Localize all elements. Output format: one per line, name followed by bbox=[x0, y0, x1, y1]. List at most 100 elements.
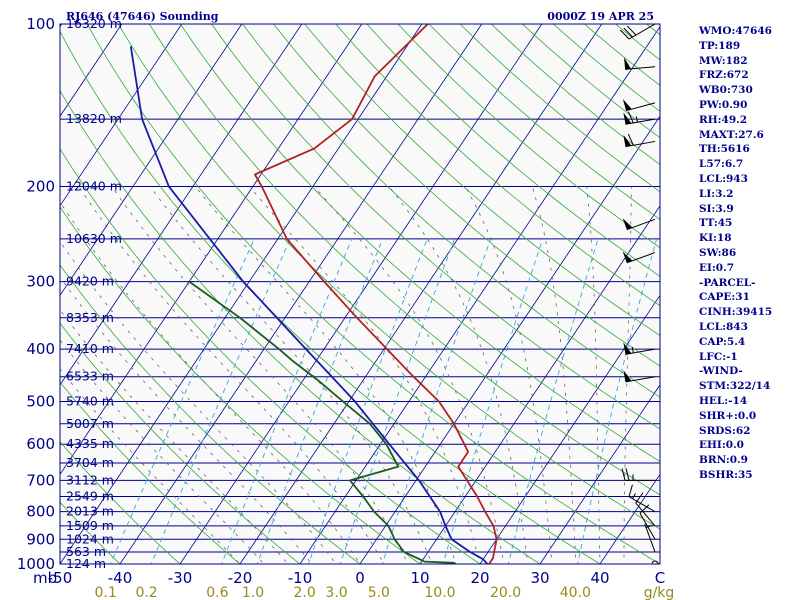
barb-pennant bbox=[622, 99, 632, 111]
index-line: SHR+:0.0 bbox=[699, 409, 757, 422]
barb-staff bbox=[625, 376, 656, 383]
barb-staff bbox=[628, 24, 656, 40]
pressure-tick-label: 1000 bbox=[17, 555, 55, 573]
temperature-tick-label: -50 bbox=[48, 569, 73, 587]
mixing-ratio-line bbox=[507, 238, 599, 564]
height-label: 563 m bbox=[66, 544, 106, 559]
dry-adiabat bbox=[117, 24, 660, 530]
barb-staff bbox=[625, 66, 656, 70]
temperature-tick-label: 20 bbox=[470, 569, 489, 587]
mixing-ratio-label: 1.0 bbox=[242, 585, 264, 600]
pressure-tick-label: 200 bbox=[26, 178, 55, 196]
moist-adiabat bbox=[60, 309, 289, 564]
wind-barbs bbox=[620, 24, 659, 564]
mixing-ratio-line bbox=[442, 238, 544, 564]
index-line: CAP:5.4 bbox=[699, 335, 746, 348]
dry-adiabat bbox=[179, 24, 660, 463]
index-line: L57:6.7 bbox=[699, 158, 744, 171]
dry-adiabat bbox=[335, 24, 660, 307]
index-line: -PARCEL- bbox=[699, 276, 756, 289]
height-label: 12040 m bbox=[66, 179, 122, 194]
dry-adiabat bbox=[366, 24, 660, 277]
index-line: TP:189 bbox=[699, 39, 741, 52]
height-label: 1024 m bbox=[66, 531, 114, 546]
barb-staff bbox=[628, 496, 656, 513]
pressure-tick-label: 600 bbox=[26, 435, 55, 453]
height-label: 2013 m bbox=[66, 504, 114, 519]
index-line: FRZ:672 bbox=[699, 69, 749, 82]
wind-barb bbox=[644, 523, 656, 553]
dry-adiabat bbox=[211, 24, 660, 430]
index-line: SI:3.9 bbox=[699, 202, 734, 215]
height-label: 1509 m bbox=[66, 518, 114, 533]
index-line: LCL:843 bbox=[699, 320, 748, 333]
mixing-ratio-label: 10.0 bbox=[424, 585, 455, 600]
mixing-ratio-label: 0.1 bbox=[95, 585, 117, 600]
isotherm-line bbox=[60, 24, 423, 564]
dry-adiabat bbox=[86, 24, 660, 564]
isotherm-line bbox=[60, 24, 123, 117]
mixing-ratio-label: 40.0 bbox=[560, 585, 591, 600]
pressure-tick-label: 700 bbox=[26, 471, 55, 489]
temperature-tick-label: 10 bbox=[410, 569, 429, 587]
mixing-ratio-label: 3.0 bbox=[325, 585, 347, 600]
index-line: WB0:730 bbox=[699, 84, 753, 97]
pressure-tick-label: 500 bbox=[26, 392, 55, 410]
barb-flag bbox=[639, 504, 650, 514]
mixing-ratio-line bbox=[221, 238, 353, 564]
moist-adiabat bbox=[60, 276, 313, 564]
isotherm-line bbox=[60, 24, 183, 207]
dewpoint-profile bbox=[188, 280, 458, 564]
isotherm-line bbox=[239, 24, 603, 564]
barb-pennant bbox=[623, 112, 632, 125]
barb-staff bbox=[644, 523, 656, 553]
temperature-tick-label: C bbox=[655, 569, 665, 587]
temperature-tick-label: 40 bbox=[590, 569, 609, 587]
barb-flag bbox=[621, 468, 626, 481]
barb-flag bbox=[623, 27, 633, 38]
isotherm-line bbox=[359, 115, 660, 564]
moist-adiabat bbox=[60, 368, 241, 564]
isotherm-line bbox=[299, 25, 660, 564]
height-label: 5007 m bbox=[66, 416, 114, 431]
mixing-ratio-line bbox=[381, 238, 492, 564]
wind-barb bbox=[651, 560, 659, 564]
height-label: 4335 m bbox=[66, 436, 114, 451]
index-line: CINH:39415 bbox=[699, 306, 773, 319]
station-title: RJ646 (47646) Sounding bbox=[66, 10, 219, 23]
dry-adiabat bbox=[60, 441, 181, 564]
index-line: EI:0.7 bbox=[699, 261, 735, 274]
temperature-tick-label: 30 bbox=[530, 569, 549, 587]
index-line: TH:5616 bbox=[699, 143, 750, 156]
wind-barb bbox=[622, 251, 656, 264]
mixing-ratio-line bbox=[339, 238, 456, 564]
temperature-tick-label: -10 bbox=[288, 569, 313, 587]
wind-barb bbox=[639, 504, 656, 540]
height-label: 5740 m bbox=[66, 393, 114, 408]
dry-adiabat bbox=[60, 381, 241, 564]
isotherm-line bbox=[60, 24, 363, 476]
isotherm-line bbox=[119, 24, 483, 564]
dry-adiabat bbox=[304, 24, 660, 337]
moist-adiabat bbox=[60, 339, 265, 564]
wind-barb bbox=[624, 57, 656, 70]
barb-half-flag bbox=[631, 346, 634, 354]
moist-adiabat bbox=[194, 186, 457, 564]
index-line: STM:322/14 bbox=[699, 380, 771, 393]
index-line: -WIND- bbox=[699, 365, 743, 378]
barb-staff bbox=[639, 513, 656, 540]
index-line: HEL:-14 bbox=[699, 394, 748, 407]
wind-barb bbox=[623, 342, 656, 355]
barb-pennant bbox=[624, 57, 632, 70]
dry-adiabat bbox=[148, 24, 660, 496]
mixing-ratio-line bbox=[150, 238, 291, 564]
mixing-ratio-line bbox=[308, 238, 428, 564]
height-label: 2549 m bbox=[66, 489, 114, 504]
index-line: BSHR:35 bbox=[699, 468, 753, 481]
isotherm-line bbox=[60, 24, 243, 297]
barb-flag bbox=[625, 468, 630, 481]
mixing-ratio-label: 0.6 bbox=[206, 585, 228, 600]
dry-adiabat bbox=[273, 24, 660, 367]
mixing-ratio-unit: g/kg bbox=[644, 585, 675, 600]
